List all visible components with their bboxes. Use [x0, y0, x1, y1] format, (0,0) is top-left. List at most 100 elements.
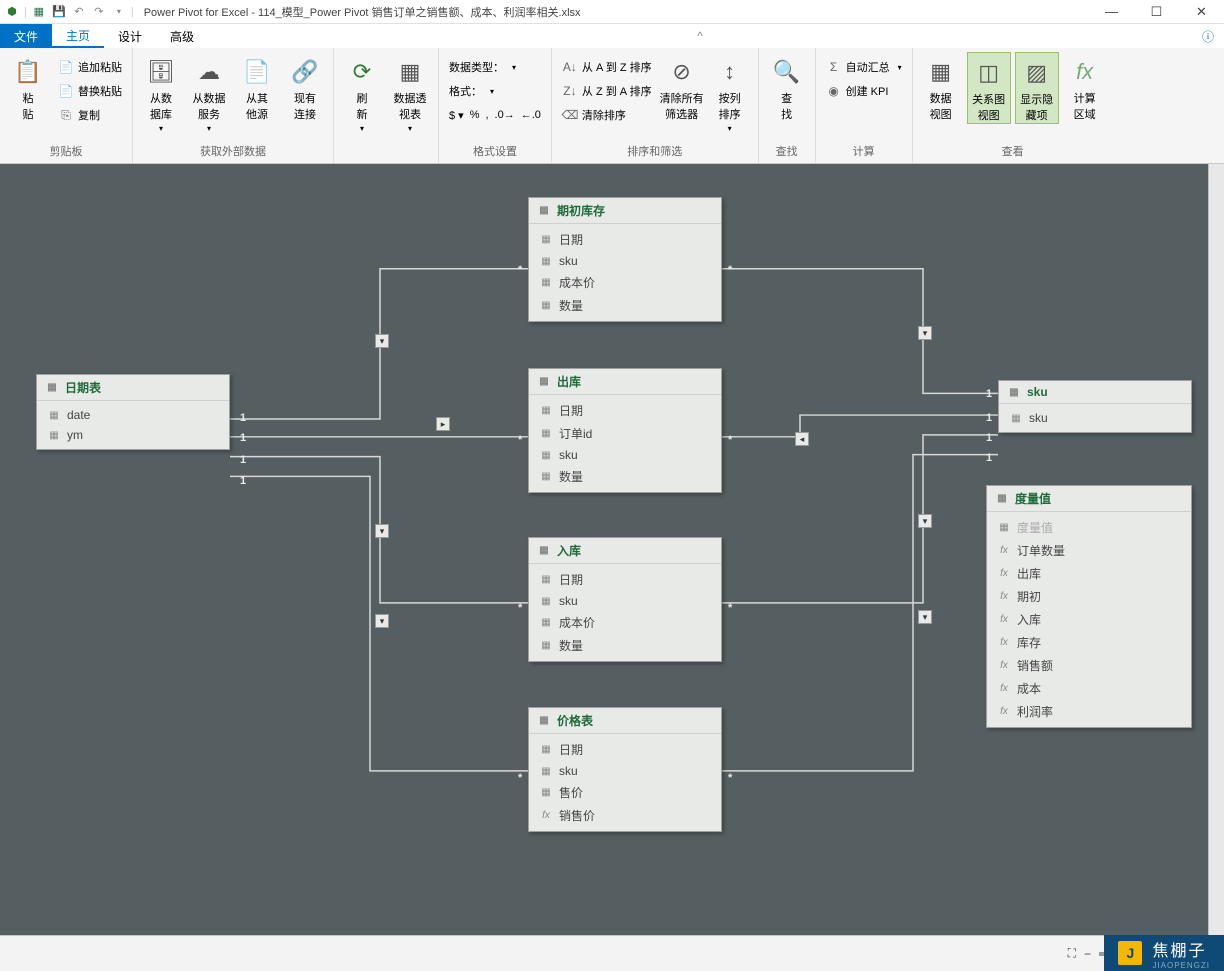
field-row[interactable]: ▦度量值 — [987, 516, 1191, 539]
copy-button[interactable]: ⎘复制 — [54, 104, 126, 126]
table-icon: ▦ — [995, 492, 1009, 506]
field-row[interactable]: ▦订单id — [529, 422, 721, 445]
table-node-opening[interactable]: ▦期初库存 ▦日期▦sku▦成本价▦数量 — [528, 197, 722, 322]
sort-az-button[interactable]: A↓从 A 到 Z 排序 — [558, 56, 656, 78]
sort-col-icon: ↕ — [714, 56, 746, 88]
paste-button[interactable]: 📋 粘 贴 — [6, 52, 50, 122]
field-row[interactable]: fx销售价 — [529, 804, 721, 827]
tab-advanced[interactable]: 高级 — [156, 24, 208, 48]
save-icon[interactable]: 💾 — [51, 4, 67, 20]
field-row[interactable]: ▦成本价 — [529, 611, 721, 634]
pivottable-button[interactable]: ▦数据透 视表▾ — [388, 52, 432, 133]
diagram-view-button[interactable]: ◫关系图 视图 — [967, 52, 1011, 124]
table-header[interactable]: ▦度量值 — [987, 486, 1191, 512]
field-row[interactable]: ▦sku — [529, 761, 721, 781]
decrease-decimal-button[interactable]: ←.0 — [521, 109, 541, 121]
table-node-outbound[interactable]: ▦出库 ▦日期▦订单id▦sku▦数量 — [528, 368, 722, 493]
from-db-button[interactable]: 🗄从数 据库▾ — [139, 52, 183, 133]
autosum-button[interactable]: Σ自动汇总▾ — [822, 56, 906, 78]
zoom-out-button[interactable]: − — [1084, 947, 1091, 961]
field-row[interactable]: ▦日期 — [529, 399, 721, 422]
refresh-button[interactable]: ⟳刷 新▾ — [340, 52, 384, 133]
undo-icon[interactable]: ↶ — [71, 4, 87, 20]
replace-paste-button[interactable]: 📄替换粘贴 — [54, 80, 126, 102]
field-row[interactable]: ▦sku — [529, 445, 721, 465]
field-row[interactable]: ▦日期 — [529, 738, 721, 761]
field-row[interactable]: ▦日期 — [529, 568, 721, 591]
minimize-button[interactable]: ― — [1089, 0, 1134, 24]
table-header[interactable]: ▦sku — [999, 381, 1191, 404]
table-header[interactable]: ▦入库 — [529, 538, 721, 564]
percent-button[interactable]: % — [470, 109, 480, 121]
field-row[interactable]: fx利润率 — [987, 700, 1191, 723]
field-row[interactable]: ▦售价 — [529, 781, 721, 804]
refresh-icon: ⟳ — [346, 56, 378, 88]
show-hidden-button[interactable]: ▨显示隐 藏项 — [1015, 52, 1059, 124]
field-row[interactable]: fx入库 — [987, 608, 1191, 631]
field-row[interactable]: ▦sku — [999, 408, 1191, 428]
field-row[interactable]: ▦日期 — [529, 228, 721, 251]
append-paste-button[interactable]: 📄追加粘贴 — [54, 56, 126, 78]
field-row[interactable]: fx期初 — [987, 585, 1191, 608]
tab-home[interactable]: 主页 — [52, 24, 104, 48]
clear-sort-button[interactable]: ⌫清除排序 — [558, 104, 656, 126]
zoom-fit-icon[interactable]: ⛶ — [1068, 946, 1076, 961]
redo-icon[interactable]: ↷ — [91, 4, 107, 20]
datatype-dropdown[interactable]: 数据类型：▾ — [445, 56, 545, 78]
sort-by-col-button[interactable]: ↕按列 排序▾ — [708, 52, 752, 133]
vertical-scrollbar[interactable] — [1208, 164, 1224, 935]
existing-conn-button[interactable]: 🔗现有 连接 — [283, 52, 327, 122]
table-node-sku[interactable]: ▦sku ▦sku — [998, 380, 1192, 433]
fx-icon: fx — [1069, 56, 1101, 88]
format-dropdown[interactable]: 格式：▾ — [445, 80, 545, 102]
tab-file[interactable]: 文件 — [0, 24, 52, 48]
ribbon-collapse-icon[interactable]: ^ — [687, 24, 713, 48]
field-row[interactable]: ▦数量 — [529, 634, 721, 657]
field-row[interactable]: ▦ym — [37, 425, 229, 445]
measure-icon: fx — [997, 590, 1011, 604]
from-other-button[interactable]: 📄从其 他源 — [235, 52, 279, 122]
sort-za-button[interactable]: Z↓从 Z 到 A 排序 — [558, 80, 656, 102]
clear-filter-button[interactable]: ⊘清除所有 筛选器 — [660, 52, 704, 122]
table-header[interactable]: ▦价格表 — [529, 708, 721, 734]
table-node-measures[interactable]: ▦度量值▦度量值fx订单数量fx出库fx期初fx入库fx库存fx销售额fx成本f… — [986, 485, 1192, 728]
create-kpi-button[interactable]: ◉创建 KPI — [822, 80, 906, 102]
field-row[interactable]: fx成本 — [987, 677, 1191, 700]
data-view-button[interactable]: ▦数据 视图 — [919, 52, 963, 122]
field-row[interactable]: fx销售额 — [987, 654, 1191, 677]
qat-dropdown-icon[interactable]: ▾ — [111, 4, 127, 20]
comma-button[interactable]: , — [485, 109, 488, 121]
table-header[interactable]: ▦期初库存 — [529, 198, 721, 224]
field-row[interactable]: fx订单数量 — [987, 539, 1191, 562]
table-header[interactable]: ▦日期表 — [37, 375, 229, 401]
ribbon-group-view: ▦数据 视图 ◫关系图 视图 ▨显示隐 藏项 fx计算 区域 查看 — [913, 48, 1113, 163]
from-service-button[interactable]: ☁从数据 服务▾ — [187, 52, 231, 133]
increase-decimal-button[interactable]: .0→ — [495, 109, 515, 121]
field-row[interactable]: ▦date — [37, 405, 229, 425]
filter-direction-icon: ▾ — [375, 614, 389, 628]
replace-icon: 📄 — [58, 83, 74, 99]
close-button[interactable]: ✕ — [1179, 0, 1224, 24]
filter-direction-icon: ▾ — [375, 334, 389, 348]
field-row[interactable]: ▦sku — [529, 251, 721, 271]
diagram-canvas[interactable]: 11111111********▾▾▾▸◂▾▾▾ ▦日期表▦date▦ym▦期初… — [0, 164, 1224, 935]
field-row[interactable]: fx库存 — [987, 631, 1191, 654]
field-row[interactable]: ▦sku — [529, 591, 721, 611]
find-button[interactable]: 🔍查 找 — [765, 52, 809, 122]
table-node-price[interactable]: ▦价格表 ▦日期▦sku▦售价fx销售价 — [528, 707, 722, 832]
table-header[interactable]: ▦出库 — [529, 369, 721, 395]
maximize-button[interactable]: ☐ — [1134, 0, 1179, 24]
sort-az-icon: A↓ — [562, 59, 578, 75]
excel-icon[interactable]: ▦ — [31, 4, 47, 20]
tab-design[interactable]: 设计 — [104, 24, 156, 48]
field-row[interactable]: ▦数量 — [529, 294, 721, 317]
calc-area-button[interactable]: fx计算 区域 — [1063, 52, 1107, 122]
field-row[interactable]: fx出库 — [987, 562, 1191, 585]
help-icon[interactable]: ⓘ — [1192, 24, 1224, 48]
table-node-date_dim[interactable]: ▦日期表 ▦date▦ym — [36, 374, 230, 450]
field-row[interactable]: ▦数量 — [529, 465, 721, 488]
table-node-inbound[interactable]: ▦入库 ▦日期▦sku▦成本价▦数量 — [528, 537, 722, 662]
field-row[interactable]: ▦成本价 — [529, 271, 721, 294]
sort-group-label: 排序和筛选 — [552, 141, 758, 163]
currency-button[interactable]: $ ▾ — [449, 109, 464, 122]
